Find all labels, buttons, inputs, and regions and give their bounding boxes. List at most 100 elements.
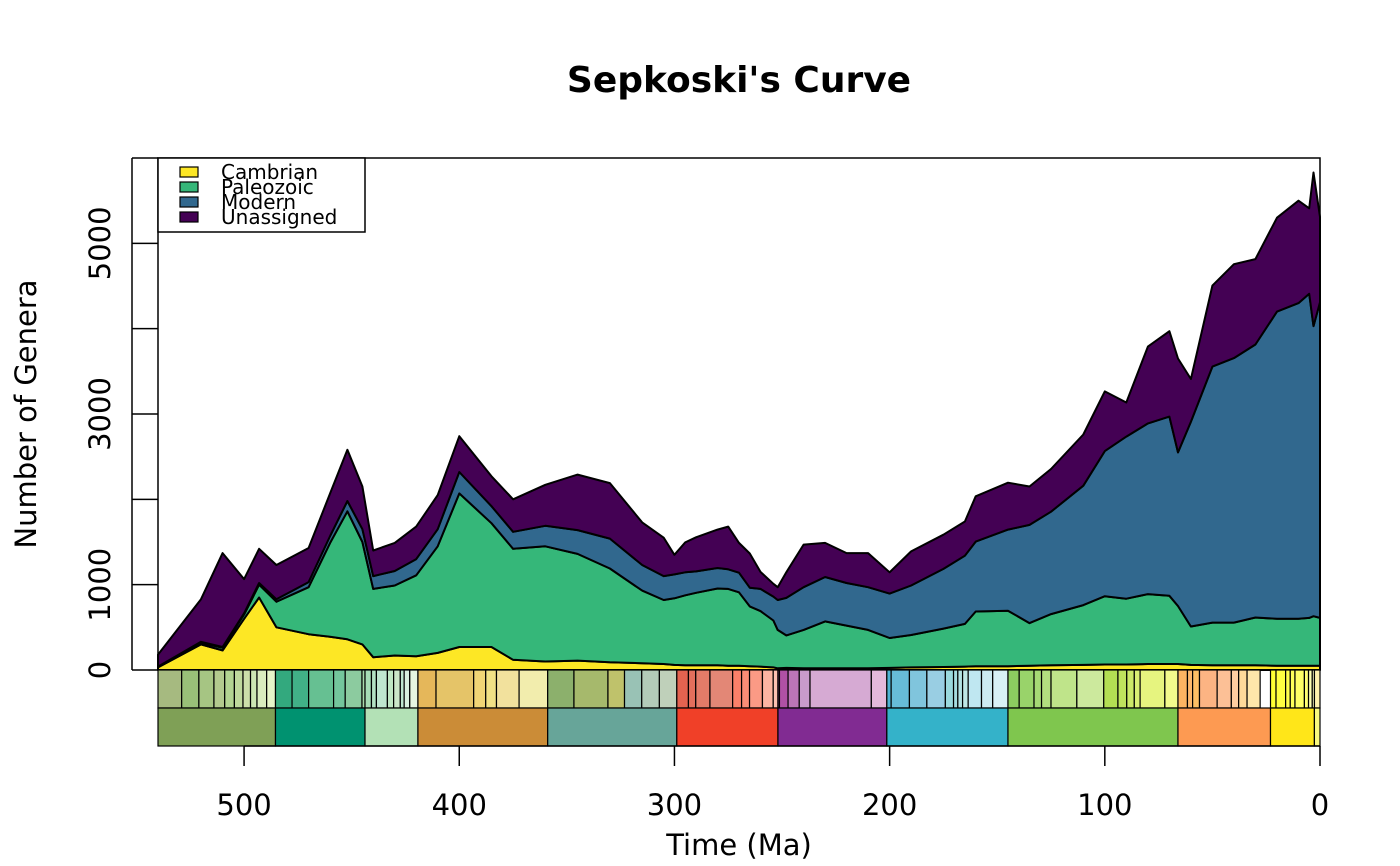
stage-box	[1007, 669, 1020, 709]
legend-swatch-modern	[179, 196, 199, 208]
period-box	[1177, 707, 1272, 747]
legend-label-unassigned: Unassigned	[221, 205, 337, 229]
stage-box	[870, 669, 888, 709]
stage-box	[1126, 669, 1135, 709]
period-box	[274, 707, 366, 747]
legend-label-modern: Modern	[221, 190, 296, 214]
stacked-areas	[157, 171, 1321, 671]
stage-box	[1192, 669, 1201, 709]
stage-box	[1269, 669, 1277, 709]
stage-box	[1216, 669, 1232, 709]
stage-box	[1033, 669, 1043, 709]
period-box	[1269, 707, 1316, 747]
stage-box	[1303, 669, 1310, 709]
stage-box	[798, 669, 811, 709]
stage-box	[1238, 669, 1248, 709]
x-tick-label: 0	[1311, 788, 1329, 822]
legend-swatch-cambrian	[179, 166, 199, 178]
stage-box	[518, 669, 549, 709]
stage-box	[952, 669, 959, 709]
stage-box	[1198, 669, 1218, 709]
period-box	[1313, 707, 1321, 747]
stage-box	[573, 669, 609, 709]
stage-box	[740, 669, 751, 709]
period-box	[547, 707, 678, 747]
stage-box	[274, 669, 293, 709]
stage-box	[1294, 669, 1305, 709]
stage-box	[748, 669, 764, 709]
period-box	[777, 707, 888, 747]
stage-box	[695, 669, 711, 709]
stage-box	[676, 669, 690, 709]
stage-box	[1177, 669, 1189, 709]
stage-box	[778, 669, 789, 709]
y-tick-label: 3000	[83, 377, 117, 451]
stage-box	[641, 669, 660, 709]
x-axis-label: Time (Ma)	[665, 828, 812, 862]
y-axis-label: Number of Genera	[9, 279, 43, 548]
stage-box	[687, 669, 697, 709]
stage-box	[944, 669, 955, 709]
stage-box	[809, 669, 872, 709]
stage-box	[1186, 669, 1194, 709]
legend-label-paleozoic: Paleozoic	[221, 175, 314, 199]
stage-box	[256, 669, 268, 709]
period-box	[1007, 707, 1179, 747]
stage-box	[961, 669, 969, 709]
y-tick-label: 5000	[83, 206, 117, 280]
stage-box	[547, 669, 575, 709]
y-tick-label: 0	[83, 661, 117, 679]
stage-box	[1133, 669, 1141, 709]
stage-box	[242, 669, 252, 709]
stage-box	[1139, 669, 1166, 709]
legend-label-cambrian: Cambrian	[221, 160, 318, 184]
stage-box	[1246, 669, 1261, 709]
legend-swatch-paleozoic	[179, 181, 199, 193]
stage-box	[607, 669, 626, 709]
stage-box	[967, 669, 983, 709]
stage-box	[886, 669, 892, 709]
stage-box	[375, 669, 388, 709]
stage-box	[992, 669, 1009, 709]
stage-box	[364, 669, 373, 709]
stage-box	[908, 669, 928, 709]
stage-box	[403, 669, 411, 709]
stage-box	[485, 669, 498, 709]
stage-box	[1040, 669, 1052, 709]
stage-box	[291, 669, 310, 709]
stage-box	[761, 669, 774, 709]
y-axis: 0 1000 3000 5000	[83, 157, 158, 679]
chart-title: Sepkoski's Curve	[567, 60, 911, 101]
stage-box	[787, 669, 800, 709]
stage-box	[435, 669, 475, 709]
stage-box	[1313, 669, 1321, 709]
stage-box	[1050, 669, 1078, 709]
period-box	[157, 707, 277, 747]
stage-box	[213, 669, 226, 709]
period-box	[676, 707, 779, 747]
x-tick-label: 300	[647, 788, 702, 822]
stage-box	[1164, 669, 1179, 709]
stage-box	[890, 669, 911, 709]
x-tick-label: 500	[216, 788, 271, 822]
stage-box	[181, 669, 200, 709]
period-box	[417, 707, 549, 747]
geologic-timescale	[157, 669, 1321, 747]
x-axis: 500 400 300 200 100 0	[216, 745, 1329, 822]
stage-box	[1289, 669, 1296, 709]
legend-swatch-unassigned	[179, 211, 199, 223]
stage-box	[980, 669, 994, 709]
stage-box	[1275, 669, 1287, 709]
stage-box	[709, 669, 734, 709]
stage-box	[157, 669, 183, 709]
stage-box	[370, 669, 378, 709]
stage-box	[473, 669, 487, 709]
stage-box	[1018, 669, 1035, 709]
x-tick-label: 100	[1077, 788, 1132, 822]
stage-box	[623, 669, 643, 709]
stage-box	[233, 669, 244, 709]
stage-box	[1285, 669, 1291, 709]
stage-box	[658, 669, 678, 709]
stage-box	[344, 669, 363, 709]
